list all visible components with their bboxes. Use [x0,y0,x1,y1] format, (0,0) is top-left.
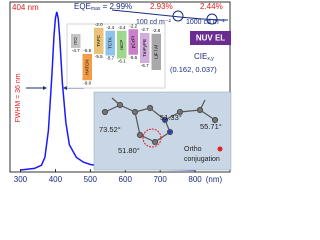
layer-bar [117,30,127,59]
angle: 73.52° [99,125,121,134]
lumo-label: -5.5 [83,48,91,53]
cie-label: CIEx,y [194,52,214,62]
fwhm-label: FWHM = 36 nm [15,73,22,122]
nuv-box [190,31,231,45]
x-tick-label: 500 [84,175,98,184]
x-tick-label: 600 [119,175,133,184]
note: Ortho [184,146,202,153]
lum-1000: 1000 cd m⁻² [186,19,225,26]
homo-label: -5.6 [129,55,137,60]
energy-diagram: ITO -4.7 HATCN -5.5 -9.0 TAPC -2.0 -5.5 TCTA -2.4… [71,22,161,85]
layer-name: pCzPI [130,36,135,48]
layer-bar [71,34,81,48]
eqe: EQE [74,2,91,11]
layer-name: TCTA [107,37,112,48]
homo-label: -6.1 [118,59,126,64]
lum-100: 100 cd m⁻² [136,19,171,26]
eqe-1000: 2.44% [200,2,223,11]
lumo-label: -2.2 [129,23,137,28]
peak-label: 404 nm [12,3,39,12]
homo-label: -6.7 [141,63,149,68]
note: conjugation [184,156,220,163]
cie: CIE [194,52,207,61]
layer-bar [94,27,104,54]
layer-bar [151,33,161,70]
angle: 51.33° [160,113,182,122]
layer-name: HATCN [84,60,89,75]
homo-label: -4.7 [72,48,80,53]
layer-name: mCP [119,40,124,50]
x-tick-label: 400 [49,175,63,184]
molecule-sketch [101,97,219,146]
nuv-label: NUV EL [196,34,225,43]
angle: 51.80° [118,146,140,155]
eqe-sketch [111,9,229,21]
figure: EQEmax = 2.99% 2.93% 2.44% 100 cd m⁻² 10… [9,1,232,184]
layer-name: LiF / Al [153,45,158,59]
x-tick-label: 700 [153,175,167,184]
lumo-label: -2.4 [106,25,114,30]
eqe-100: 2.93% [150,2,173,11]
layer-name: TAPC [96,34,101,46]
eqe-value: = 2.99% [100,2,132,11]
note-dot [217,146,223,152]
angle: 55.71° [200,122,222,131]
eqe-sub: max [91,6,101,12]
layer-bar [82,54,92,81]
layer-name: TmPyPB [142,39,147,57]
eqe-marker [172,10,184,22]
cie-value: (0.162, 0.037) [170,65,217,74]
layer-bar [140,33,150,63]
lumo-label: -2.4 [118,25,126,30]
eqe-label: EQEmax = 2.99% [74,2,132,12]
eqe-marker [206,13,218,25]
homo-label: -5.7 [106,56,114,61]
x-tick-label: 300 [14,175,28,184]
lumo-label: -2.7 [141,27,149,32]
x-axis-label: (nm) [206,175,223,184]
layer-bar [128,29,138,55]
cie-sub: x,y [207,56,214,62]
lumo-label: -2.0 [95,22,103,27]
ortho-ring [142,128,162,148]
molecule-box [93,91,232,171]
energy-box [66,23,166,89]
layer-name: ITO [73,37,78,45]
plot-frame [9,1,231,173]
layer-bar [105,30,115,56]
homo-label: -9.0 [83,80,91,85]
homo-label: -5.5 [95,54,103,59]
x-tick-label: 800 [188,175,202,184]
lumo-label: -2.8 [152,28,160,33]
